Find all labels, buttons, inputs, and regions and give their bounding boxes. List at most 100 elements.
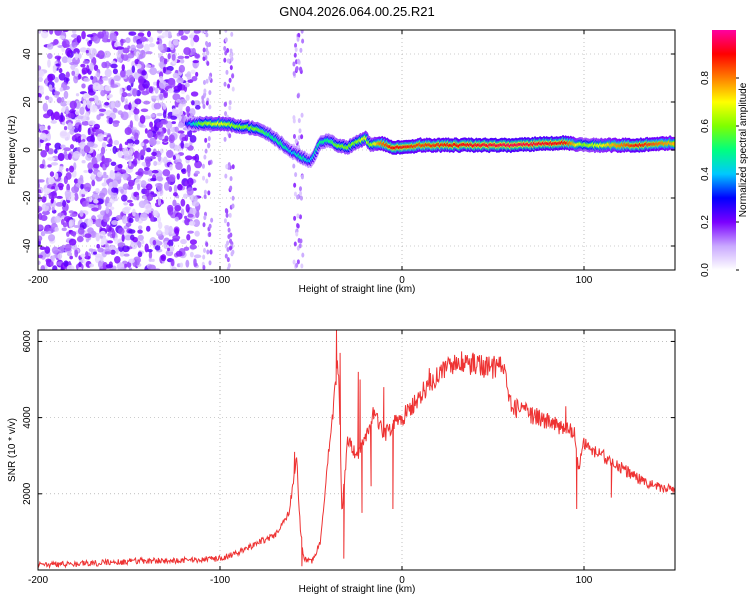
spectrogram-noise-cell <box>111 220 118 226</box>
spectrogram-noise-cell <box>164 135 169 141</box>
spectrogram-noise-cell <box>148 212 152 219</box>
spectrogram-noise-cell <box>110 63 118 69</box>
spectrogram-noise-cell <box>194 53 200 59</box>
spectrogram-noise-cell <box>192 155 197 160</box>
spectrogram-noise-cell <box>156 41 160 45</box>
spectrogram-noise-cell <box>171 121 176 125</box>
spectrogram-noise-cell <box>187 129 193 138</box>
spectrogram-streak-cell <box>294 138 298 144</box>
spectrogram-y-tick-label: 0 <box>22 147 33 153</box>
spectrogram-noise-cell <box>124 263 128 268</box>
spectrogram-noise-cell <box>128 258 135 264</box>
colorbar-tick-label: 0.4 <box>700 167 711 181</box>
spectrogram-noise-cell <box>122 207 130 214</box>
spectrogram-noise-cell <box>54 226 59 232</box>
spectrogram-noise-cell <box>89 104 98 113</box>
spectrogram-noise-cell <box>180 140 184 149</box>
spectrogram-noise-cell <box>69 108 77 114</box>
spectrogram-noise-cell <box>167 53 171 60</box>
spectrogram-noise-cell <box>183 30 191 35</box>
spectrogram-noise-cell <box>97 133 104 142</box>
spectrogram-streak-cell <box>301 38 305 44</box>
spectrogram-noise-cell <box>79 210 84 217</box>
spectrogram-streak-cell <box>206 60 210 66</box>
spectrogram-noise-cell <box>68 165 75 173</box>
spectrogram-noise-cell <box>54 172 59 180</box>
spectrogram-noise-cell <box>60 144 66 149</box>
spectrogram-noise-cell <box>173 192 178 197</box>
spectrogram-noise-cell <box>175 145 183 152</box>
spectrogram-noise-cell <box>87 120 96 126</box>
spectrogram-noise-cell <box>76 35 82 44</box>
spectrogram-streak-cell <box>293 52 297 58</box>
spectrogram-noise-cell <box>147 248 153 253</box>
spectrogram-noise-cell <box>174 126 179 133</box>
spectrogram-noise-cell <box>133 108 140 115</box>
spectrogram-streak-cell <box>203 194 207 200</box>
spectrogram-noise-cell <box>140 108 149 113</box>
spectrogram-noise-cell <box>86 100 92 109</box>
spectrogram-streak-cell <box>202 175 206 181</box>
spectrogram-noise-cell <box>65 71 70 79</box>
spectrogram-streak-cell <box>202 222 206 228</box>
spectrogram-noise-cell <box>52 265 58 270</box>
spectrogram-noise-cell <box>56 195 63 199</box>
spectrogram-noise-cell <box>138 53 144 60</box>
spectrogram-noise-cell <box>54 76 59 83</box>
spectrogram-noise-cell <box>38 224 44 230</box>
spectrogram-noise-cell <box>96 153 101 162</box>
spectrogram-noise-cell <box>187 177 194 186</box>
spectrogram-noise-cell <box>47 74 54 83</box>
spectrogram-noise-cell <box>51 246 59 255</box>
spectrogram-streak-cell <box>224 111 228 117</box>
spectrogram-streak-cell <box>229 238 233 244</box>
spectrogram-noise-cell <box>38 260 41 266</box>
spectrogram-streak-cell <box>208 90 212 96</box>
spectrogram-noise-cell <box>113 41 122 48</box>
spectrogram-noise-cell <box>38 70 45 78</box>
spectrogram-noise-cell <box>104 68 112 78</box>
spectrogram-noise-cell <box>128 229 136 234</box>
spectrogram-noise-cell <box>173 89 180 93</box>
spectrogram-streak-cell <box>202 254 206 260</box>
spectrogram-streak-cell <box>209 249 213 255</box>
spectrogram-streak-cell <box>231 203 235 209</box>
spectrogram-streak-cell <box>299 66 303 72</box>
spectrogram-noise-cell <box>87 203 96 209</box>
spectrogram-noise-cell <box>172 199 177 207</box>
spectrogram-noise-cell <box>59 35 66 40</box>
spectrogram-noise-cell <box>66 57 72 63</box>
spectrogram-streak-cell <box>202 103 206 109</box>
spectrogram-noise-cell <box>38 179 45 183</box>
spectrogram-streak-cell <box>202 51 206 57</box>
spectrogram-noise-cell <box>123 202 129 206</box>
spectrogram-noise-cell <box>134 98 142 105</box>
spectrogram-streak-cell <box>228 100 232 106</box>
snr-x-tick-label: -100 <box>210 575 230 586</box>
spectrogram-noise-cell <box>141 161 147 167</box>
spectrogram-noise-cell <box>149 67 158 76</box>
spectrogram-streak-cell <box>226 221 230 227</box>
snr-plot-area <box>38 330 675 570</box>
spectrogram-noise-cell <box>39 132 47 141</box>
spectrogram-noise-cell <box>65 105 69 115</box>
spectrogram-noise-cell <box>45 202 53 207</box>
spectrogram-streak-cell <box>208 232 212 238</box>
spectrogram-noise-cell <box>88 39 93 44</box>
spectrogram-streak-cell <box>296 259 300 265</box>
spectrogram-noise-cell <box>81 159 86 164</box>
snr-x-tick-label: 100 <box>576 575 593 586</box>
spectrogram-noise-cell <box>188 34 195 39</box>
spectrogram-noise-cell <box>171 53 176 61</box>
spectrogram-streak-cell <box>202 79 206 85</box>
spectrogram-noise-cell <box>168 185 173 193</box>
spectrogram-streak-cell <box>300 174 304 180</box>
spectrogram-streak-cell <box>205 100 209 106</box>
spectrogram-noise-cell <box>114 255 121 264</box>
spectrogram-noise-cell <box>122 147 129 157</box>
spectrogram-noise-cell <box>88 248 94 252</box>
spectrogram-streak-cell <box>203 88 207 94</box>
spectrogram-noise-cell <box>168 40 172 49</box>
spectrogram-noise-cell <box>53 91 61 96</box>
spectrogram-streak-cell <box>205 78 209 84</box>
